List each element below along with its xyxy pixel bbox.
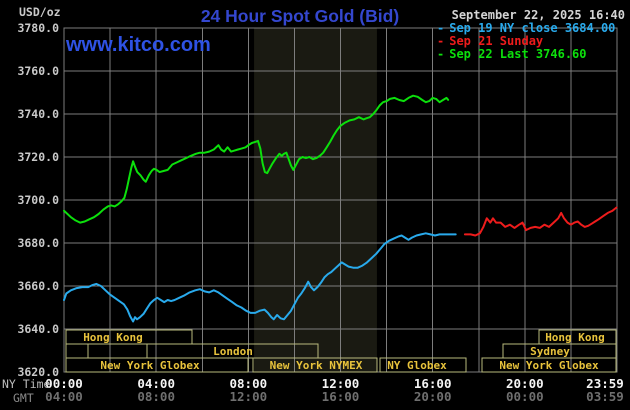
price-line-sep22 [63,94,450,224]
legend-dash-green: - [437,47,445,61]
x-tick-label-gmt: 16:00 [322,389,360,404]
unit-label: USD/oz [19,5,61,19]
gmt-axis-caption: GMT [13,391,34,405]
x-tick-label-gmt: 12:00 [230,389,268,404]
session-label: New York NYMEX [270,359,363,372]
y-tick-label: 3720.0 [17,150,59,164]
legend-dash-red: - [437,34,445,48]
chart-datetime: September 22, 2025 16:40 [451,8,625,22]
y-tick-label: 3700.0 [17,193,59,207]
session-label: London [213,345,253,358]
x-tick-label-ny: 20:00 [506,376,544,391]
session-box [252,357,378,373]
x-tick-label-gmt: 04:00 [45,389,83,404]
legend-label-sep19: Sep 19 NY close 3684.00 [449,21,616,35]
x-tick-label-ny: 00:00 [45,376,83,391]
y-tick-label: 3660.0 [17,279,59,293]
session-label: NY Globex [387,359,447,372]
ny-time-axis-caption: NY Time [2,377,51,391]
x-tick-label-ny: 08:00 [230,376,268,391]
session-label: Hong Kong [83,331,143,344]
kitco-watermark: www.kitco.com [66,34,211,56]
session-box [87,343,148,359]
session-box [65,357,249,373]
x-tick-label-gmt: 08:00 [137,389,175,404]
chart-title: 24 Hour Spot Gold (Bid) [200,6,400,26]
x-tick-label-ny: 16:00 [414,376,452,391]
y-tick-label: 3680.0 [17,236,59,250]
x-tick-label-gmt: 00:00 [506,389,544,404]
session-label: New York Globex [499,359,599,372]
legend: - Sep 19 NY close 3684.00 - Sep 21 Sunda… [437,22,615,61]
session-box [481,357,617,373]
legend-label-sep22: Sep 22 Last 3746.60 [449,47,587,61]
session-label: Sydney [530,345,570,358]
price-line-sep21 [463,206,618,237]
x-tick-label-gmt: 20:00 [414,389,452,404]
session-box [379,357,467,373]
session-label: Hong Kong [545,331,605,344]
legend-item: - Sep 21 Sunday [437,35,615,48]
y-tick-label: 3780.0 [17,21,59,35]
y-tick-label: 3620.0 [17,365,59,379]
y-tick-label: 3640.0 [17,322,59,336]
legend-item: - Sep 22 Last 3746.60 [437,48,615,61]
legend-label-sep21: Sep 21 Sunday [449,34,544,48]
y-tick-label: 3760.0 [17,64,59,78]
legend-item: - Sep 19 NY close 3684.00 [437,22,615,35]
x-tick-label-gmt: 03:59 [586,389,624,404]
x-tick-label-ny: 12:00 [322,376,360,391]
session-label: New York Globex [100,359,200,372]
price-line-sep19 [63,232,457,323]
session-box [65,343,89,359]
x-tick-label-ny: 04:00 [137,376,175,391]
legend-dash-cyan: - [437,21,445,35]
y-tick-label: 3740.0 [17,107,59,121]
x-tick-label-ny: 23:59 [586,376,624,391]
